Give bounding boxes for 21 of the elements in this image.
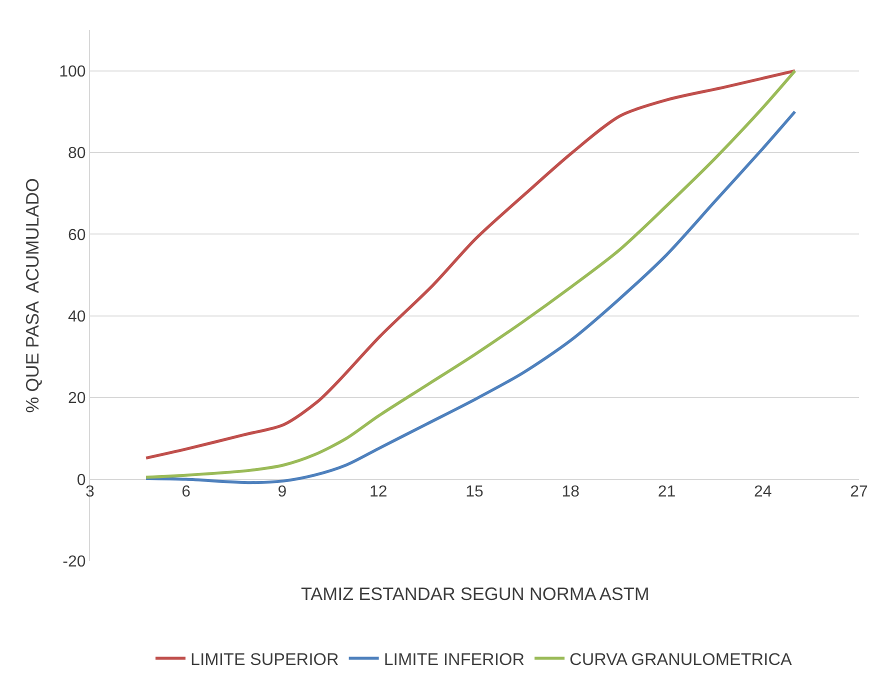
x-tick-label: 6 xyxy=(182,483,191,500)
y-axis-title: % QUE PASA ACUMULADO xyxy=(22,178,42,413)
legend-label: LIMITE SUPERIOR xyxy=(190,650,339,669)
y-tick-label: 20 xyxy=(68,390,86,408)
y-tick-label: 60 xyxy=(68,226,86,244)
x-tick-label: 27 xyxy=(850,483,868,500)
x-tick-label: 24 xyxy=(754,483,772,500)
y-tick-label: 0 xyxy=(76,472,86,489)
y-tick-label: 40 xyxy=(68,308,86,326)
x-tick-label: 18 xyxy=(562,483,580,500)
x-tick-label: 9 xyxy=(278,483,287,500)
y-tick-label: 80 xyxy=(68,145,86,162)
legend-label: LIMITE INFERIOR xyxy=(384,650,525,669)
y-tick-label: -20 xyxy=(62,554,86,571)
x-tick-label: 12 xyxy=(369,483,388,500)
x-tick-label: 3 xyxy=(86,483,95,500)
x-tick-label: 21 xyxy=(658,483,676,500)
x-tick-label: 15 xyxy=(466,483,484,500)
x-axis-title: TAMIZ ESTANDAR SEGUN NORMA ASTM xyxy=(301,584,650,604)
y-tick-label: 100 xyxy=(59,63,86,80)
legend-label: CURVA GRANULOMETRICA xyxy=(570,650,793,669)
